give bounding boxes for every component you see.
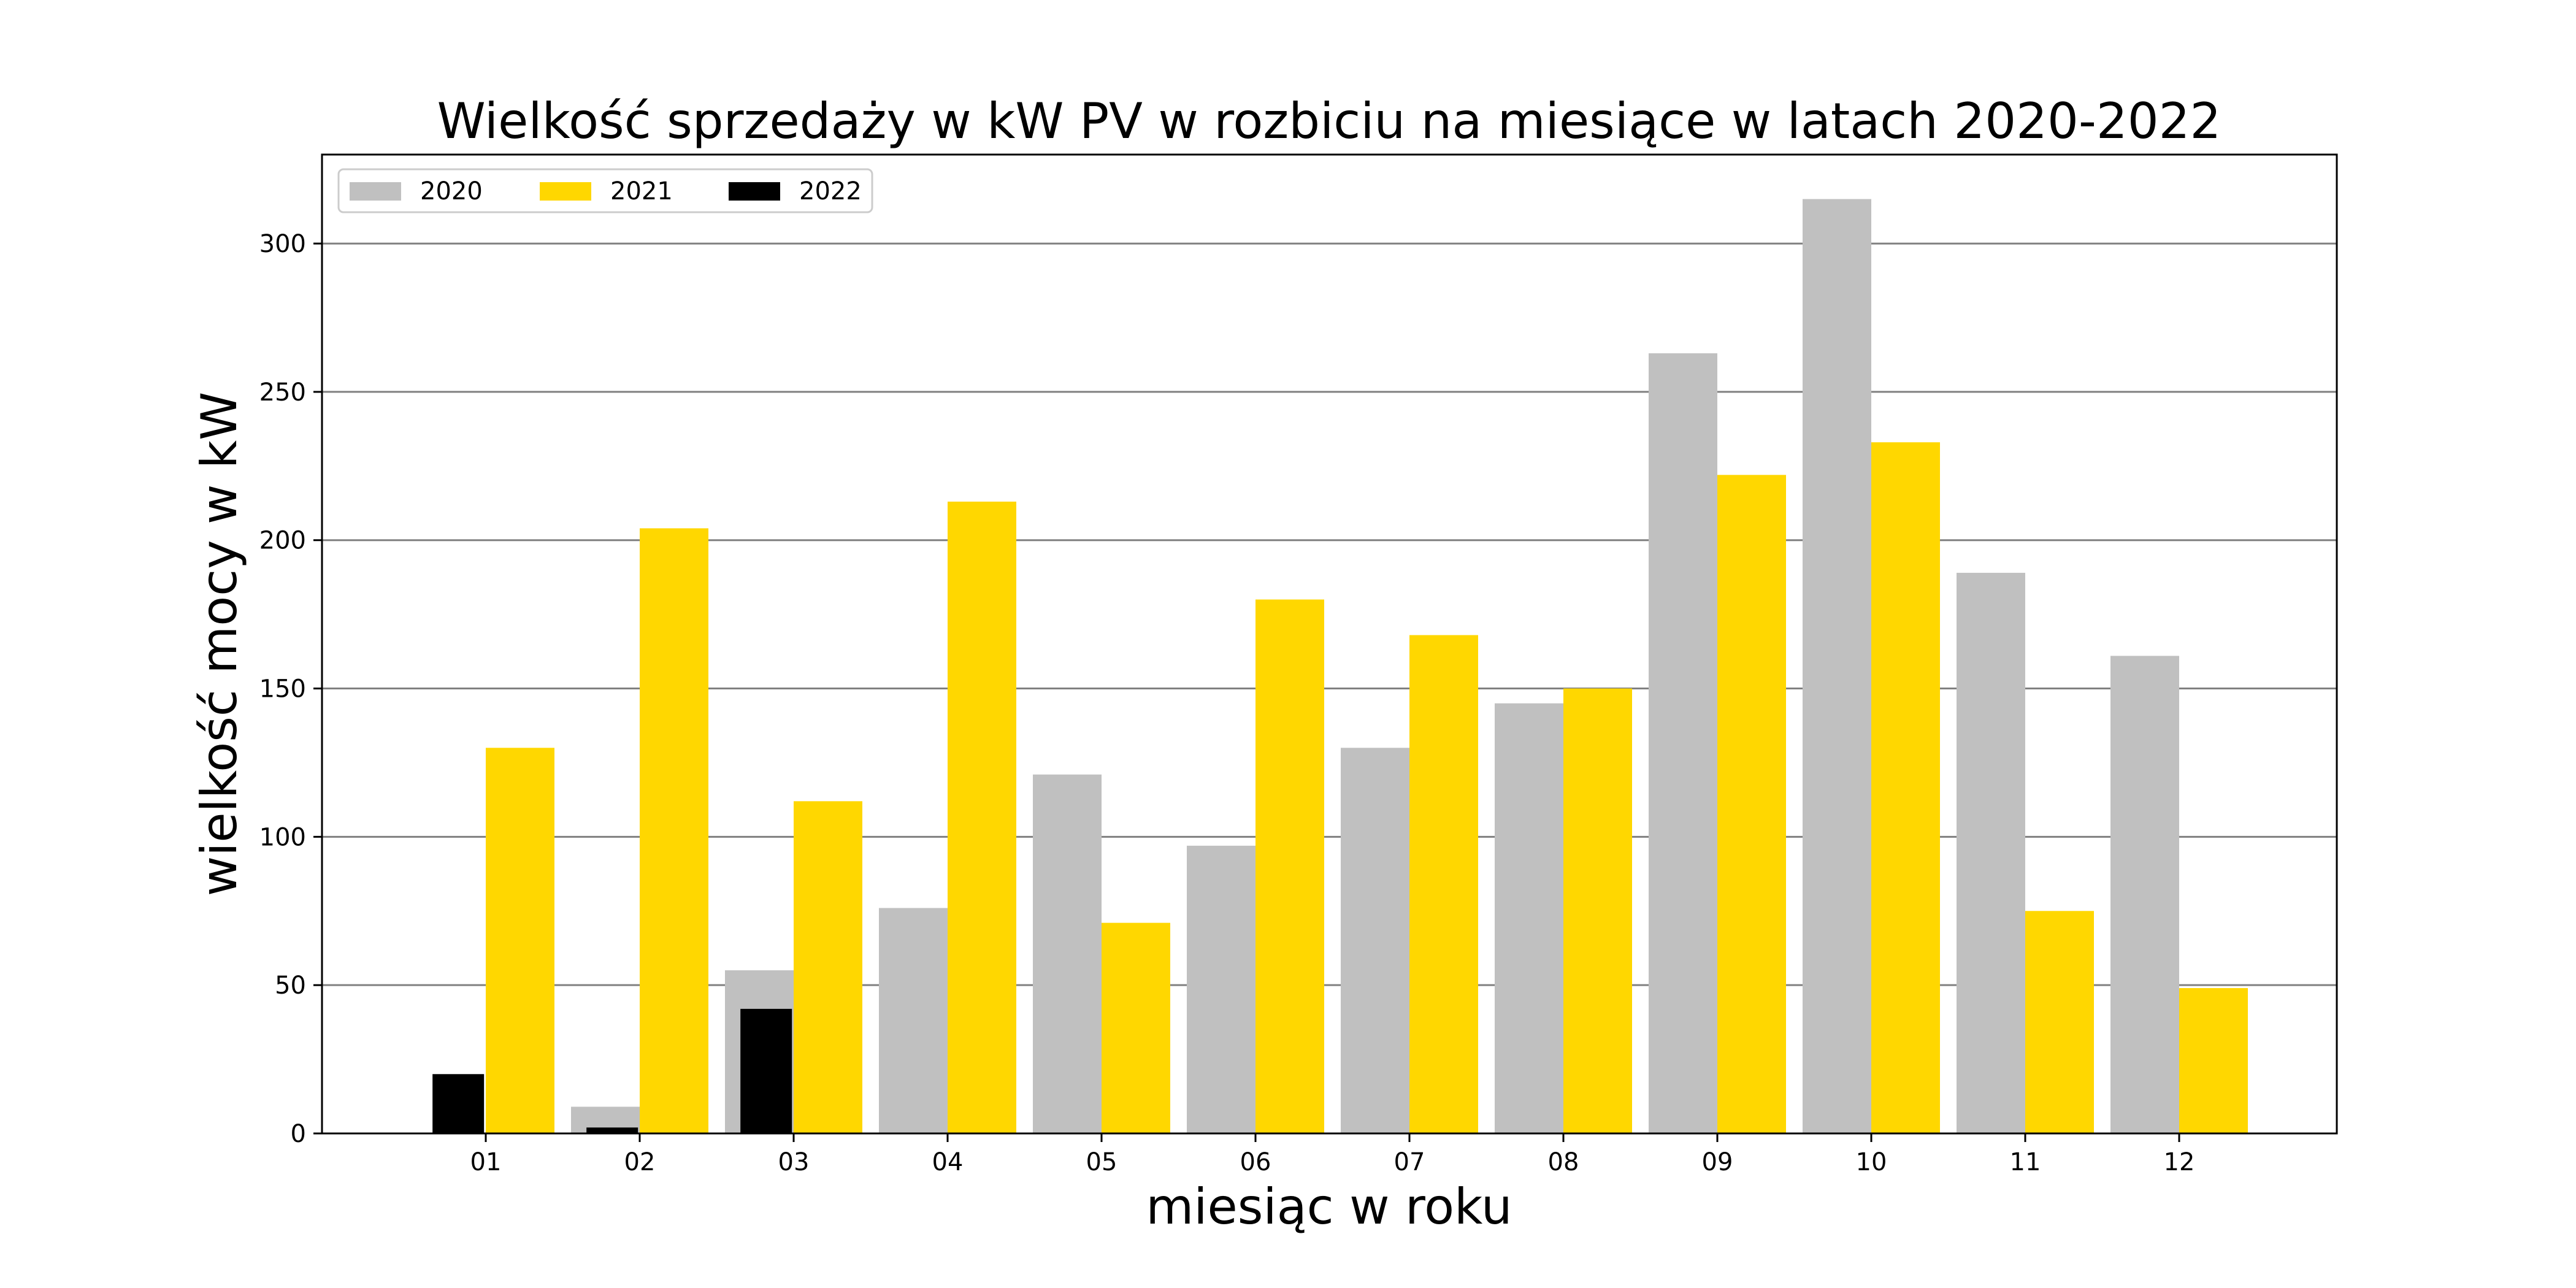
- legend-swatch-2021: [540, 182, 591, 201]
- y-tick-label: 50: [275, 972, 306, 1000]
- x-tick-label: 05: [1086, 1148, 1117, 1176]
- bar-2021-11: [2025, 911, 2094, 1133]
- y-tick-label: 300: [259, 230, 306, 258]
- bar-2021-02: [640, 528, 708, 1133]
- x-tick-label: 06: [1240, 1148, 1271, 1176]
- bar-2021-08: [1563, 688, 1632, 1133]
- bar-2021-07: [1409, 635, 1478, 1133]
- x-tick-label: 08: [1548, 1148, 1579, 1176]
- bar-2020-11: [1957, 572, 2025, 1133]
- x-tick-label: 09: [1702, 1148, 1733, 1176]
- y-axis: 0 50 100 150 200 250 300: [259, 230, 322, 1148]
- bar-2020-06: [1187, 845, 1255, 1133]
- chart-title: Wielkość sprzedaży w kW PV w rozbiciu na…: [437, 93, 2221, 150]
- bar-2020-07: [1341, 748, 1409, 1133]
- bar-2021-09: [1717, 475, 1786, 1133]
- x-tick-label: 12: [2164, 1148, 2195, 1176]
- bar-2020-12: [2110, 656, 2179, 1133]
- bar-2021-05: [1102, 922, 1170, 1133]
- bar-2020-04: [879, 908, 948, 1133]
- y-axis-title: wielkość mocy w kW: [191, 392, 248, 897]
- y-tick-label: 100: [259, 823, 306, 851]
- bar-2022-02: [586, 1127, 638, 1133]
- legend-label-2022: 2022: [799, 177, 862, 205]
- plot-area-frame: [321, 153, 2338, 1135]
- bar-2020-05: [1033, 774, 1102, 1133]
- x-axis-title: miesiąc w roku: [1146, 1178, 1512, 1235]
- x-tick-label: 01: [470, 1148, 502, 1176]
- x-tick-label: 10: [1856, 1148, 1887, 1176]
- bar-2021-12: [2179, 988, 2248, 1133]
- x-tick-label: 02: [624, 1148, 656, 1176]
- legend: 2020 2021 2022: [337, 168, 873, 213]
- legend-swatch-2022: [729, 182, 780, 201]
- bar-2020-10: [1803, 199, 1871, 1134]
- legend-label-2020: 2020: [420, 177, 483, 205]
- y-tick-label: 0: [291, 1120, 306, 1148]
- bar-2021-01: [486, 748, 554, 1133]
- bar-2022-03: [740, 1008, 792, 1133]
- x-tick-label: 04: [932, 1148, 964, 1176]
- bar-2020-08: [1495, 703, 1563, 1133]
- legend-frame: [337, 168, 873, 213]
- x-axis: 01 02 03 04 05 06 07 08 09 10 11 12: [470, 1133, 2195, 1176]
- legend-label-2021: 2021: [610, 177, 673, 205]
- bar-2021-10: [1871, 442, 1940, 1134]
- y-tick-label: 200: [259, 527, 306, 555]
- y-tick-label: 150: [259, 675, 306, 703]
- bar-2021-03: [794, 801, 862, 1133]
- y-tick-label: 250: [259, 378, 306, 407]
- x-tick-label: 07: [1394, 1148, 1425, 1176]
- x-tick-label: 03: [778, 1148, 810, 1176]
- bar-2021-04: [948, 501, 1016, 1134]
- x-tick-label: 11: [2010, 1148, 2041, 1176]
- bar-2021-06: [1255, 599, 1324, 1133]
- legend-swatch-2020: [350, 182, 401, 201]
- bar-2020-09: [1649, 353, 1717, 1133]
- bars: [432, 199, 2248, 1134]
- bar-2022-01: [432, 1074, 485, 1133]
